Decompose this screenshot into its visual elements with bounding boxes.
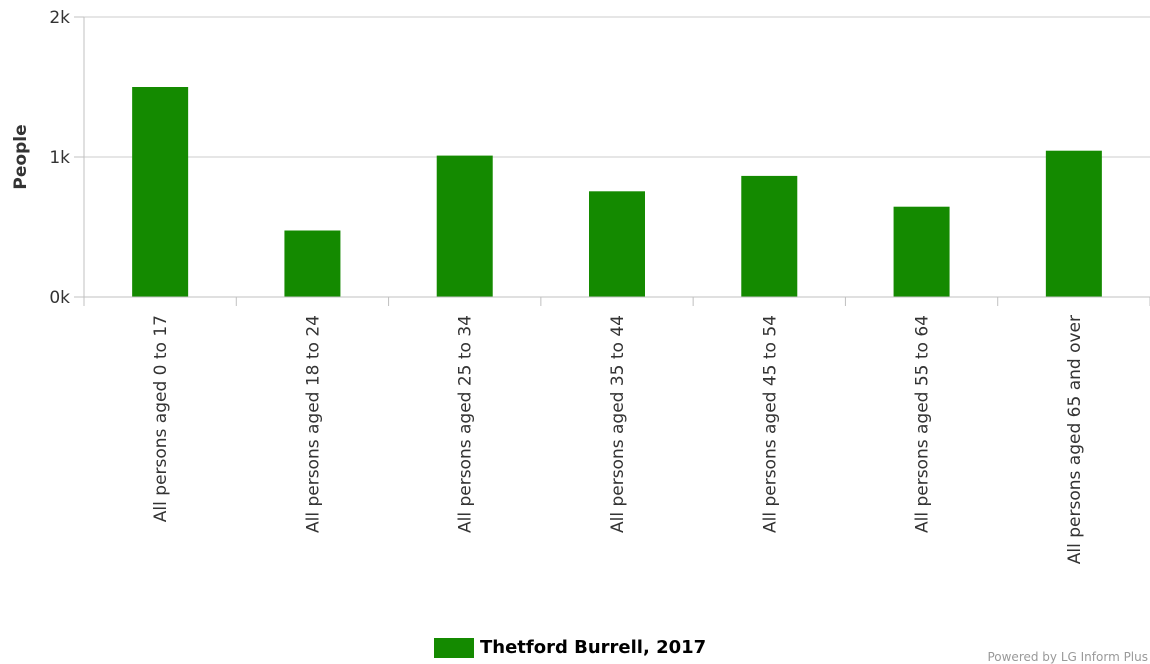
y-axis-title: People xyxy=(11,124,31,189)
bar-3[interactable] xyxy=(436,155,493,297)
bars xyxy=(132,87,1102,297)
gridlines xyxy=(84,16,1150,158)
x-tick-label: All persons aged 45 to 54 xyxy=(760,315,780,533)
bar-7[interactable] xyxy=(1045,150,1102,297)
legend[interactable]: Thetford Burrell, 2017 xyxy=(434,637,706,658)
credit-text[interactable]: Powered by LG Inform Plus xyxy=(987,650,1148,664)
x-tick-label: All persons aged 55 to 64 xyxy=(913,315,933,533)
x-tick-label: All persons aged 18 to 24 xyxy=(303,315,323,533)
bar-2[interactable] xyxy=(284,230,341,298)
y-tick-label: 1k xyxy=(49,148,70,168)
x-tick-label: All persons aged 35 to 44 xyxy=(608,315,628,533)
x-tick-label: All persons aged 65 and over xyxy=(1065,315,1085,564)
y-tick-label: 2k xyxy=(49,8,70,28)
axes xyxy=(74,16,1150,306)
bar-1[interactable] xyxy=(132,87,189,297)
legend-label: Thetford Burrell, 2017 xyxy=(480,637,707,658)
legend-swatch xyxy=(434,637,474,658)
x-tick-label: All persons aged 25 to 34 xyxy=(456,315,476,533)
y-tick-label: 0k xyxy=(49,288,70,308)
bar-6[interactable] xyxy=(893,206,950,297)
x-tick-label: All persons aged 0 to 17 xyxy=(151,315,171,522)
bar-5[interactable] xyxy=(741,175,798,297)
bar-4[interactable] xyxy=(589,191,645,297)
x-tick-labels: All persons aged 0 to 17 All persons aged… xyxy=(151,315,1085,564)
y-tick-labels: 0k 1k 2k xyxy=(49,8,70,308)
